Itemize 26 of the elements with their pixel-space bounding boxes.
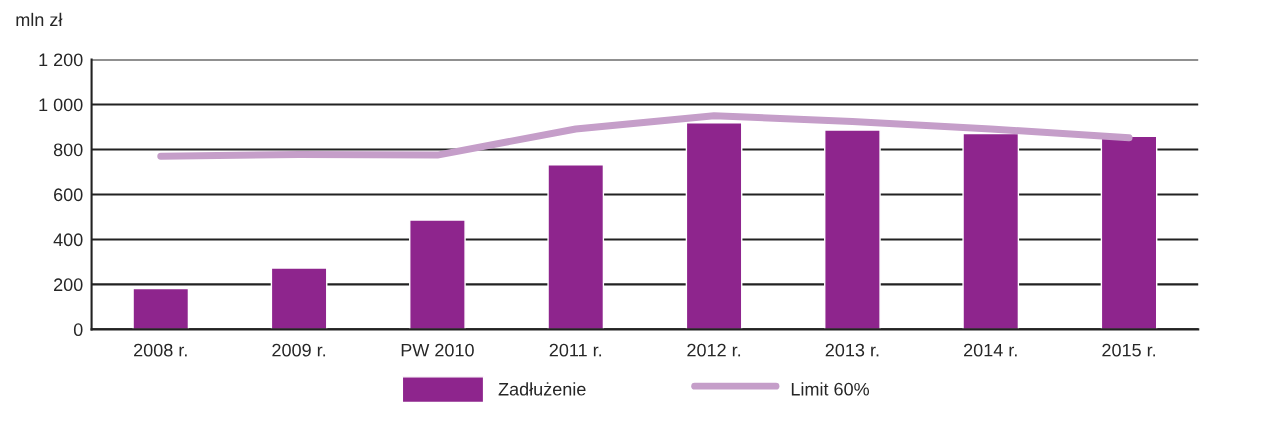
bar xyxy=(409,219,466,330)
x-tick-label: 2011 r. xyxy=(549,343,602,357)
y-tick-label: 1 200 xyxy=(39,53,83,67)
bar xyxy=(270,267,328,330)
y-tick-label: 0 xyxy=(73,323,83,337)
x-tick-label: 2012 r. xyxy=(687,343,741,357)
bar xyxy=(962,132,1020,330)
bar xyxy=(132,287,190,330)
x-tick-label: 2014 r. xyxy=(964,343,1017,357)
y-tick-label: 600 xyxy=(54,188,83,202)
y-tick-label: 400 xyxy=(53,233,83,247)
bar xyxy=(547,164,605,330)
legend-label: Limit 60% xyxy=(791,382,870,396)
bar xyxy=(685,122,743,330)
x-tick-label: PW 2010 xyxy=(401,343,474,357)
x-tick-label: 2013 r. xyxy=(825,343,879,357)
bar xyxy=(1100,135,1158,330)
y-tick-label: 200 xyxy=(54,278,83,292)
x-tick-label: 2015 r. xyxy=(1102,343,1156,357)
y-tick-label: 800 xyxy=(53,143,83,157)
x-tick-label: 2009 r. xyxy=(272,343,326,357)
bar xyxy=(824,129,881,330)
y-tick-label: 1 000 xyxy=(39,98,83,112)
y-axis-title: mln zł xyxy=(16,12,63,26)
legend-label: Zadłużenie xyxy=(498,382,586,396)
x-tick-label: 2008 r. xyxy=(134,343,187,357)
